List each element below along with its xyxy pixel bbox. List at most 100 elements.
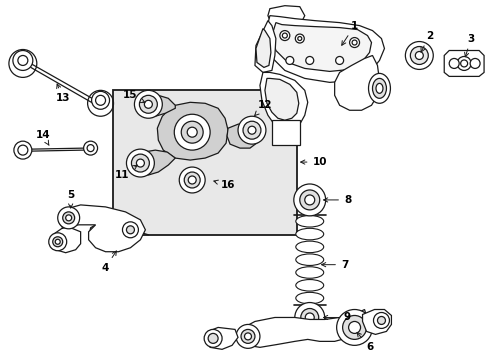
Circle shape bbox=[53, 237, 62, 247]
Circle shape bbox=[305, 57, 313, 64]
Circle shape bbox=[405, 41, 432, 69]
Circle shape bbox=[131, 154, 149, 172]
Polygon shape bbox=[334, 55, 379, 110]
Circle shape bbox=[58, 207, 80, 229]
Circle shape bbox=[342, 315, 366, 339]
Circle shape bbox=[279, 31, 289, 41]
Polygon shape bbox=[271, 23, 371, 71]
Circle shape bbox=[335, 57, 343, 64]
Circle shape bbox=[208, 333, 218, 343]
Polygon shape bbox=[264, 78, 298, 120]
Circle shape bbox=[373, 312, 388, 328]
Circle shape bbox=[49, 233, 66, 251]
Ellipse shape bbox=[295, 292, 323, 304]
Ellipse shape bbox=[375, 84, 382, 93]
Polygon shape bbox=[443, 50, 483, 76]
Circle shape bbox=[409, 46, 427, 64]
Polygon shape bbox=[362, 310, 390, 334]
Circle shape bbox=[236, 324, 260, 348]
Polygon shape bbox=[157, 102, 227, 160]
Ellipse shape bbox=[295, 216, 323, 227]
Circle shape bbox=[18, 145, 28, 155]
Circle shape bbox=[297, 37, 301, 41]
Circle shape bbox=[241, 329, 254, 343]
Circle shape bbox=[122, 222, 138, 238]
Text: 2: 2 bbox=[420, 31, 432, 52]
Circle shape bbox=[300, 309, 318, 327]
Circle shape bbox=[247, 126, 255, 134]
Circle shape bbox=[184, 172, 200, 188]
Polygon shape bbox=[65, 215, 138, 248]
Polygon shape bbox=[267, 6, 304, 28]
Circle shape bbox=[349, 37, 359, 48]
Circle shape bbox=[95, 95, 105, 105]
Circle shape bbox=[282, 33, 287, 38]
Polygon shape bbox=[235, 310, 367, 347]
Polygon shape bbox=[205, 328, 238, 349]
Text: 13: 13 bbox=[55, 84, 70, 103]
Circle shape bbox=[179, 167, 205, 193]
Circle shape bbox=[13, 50, 33, 71]
Circle shape bbox=[469, 58, 479, 68]
Text: 11: 11 bbox=[115, 165, 137, 180]
Circle shape bbox=[294, 302, 324, 332]
Ellipse shape bbox=[295, 280, 323, 291]
Circle shape bbox=[87, 145, 94, 152]
Polygon shape bbox=[255, 28, 270, 67]
Text: 5: 5 bbox=[67, 190, 74, 208]
Text: 7: 7 bbox=[321, 260, 347, 270]
Circle shape bbox=[280, 127, 290, 137]
Circle shape bbox=[126, 226, 134, 234]
Circle shape bbox=[134, 90, 162, 118]
Circle shape bbox=[336, 310, 372, 345]
Bar bbox=[271, 120, 299, 145]
Text: 1: 1 bbox=[341, 21, 358, 45]
Text: 15: 15 bbox=[123, 90, 144, 103]
Circle shape bbox=[144, 100, 152, 108]
Circle shape bbox=[55, 239, 60, 244]
Circle shape bbox=[139, 95, 157, 113]
Circle shape bbox=[351, 40, 356, 45]
Text: 16: 16 bbox=[213, 180, 235, 190]
Ellipse shape bbox=[295, 228, 323, 240]
Text: 8: 8 bbox=[323, 195, 350, 205]
Circle shape bbox=[295, 34, 304, 43]
Circle shape bbox=[187, 127, 197, 137]
Circle shape bbox=[460, 60, 467, 67]
Circle shape bbox=[174, 114, 210, 150]
Text: 9: 9 bbox=[323, 312, 349, 323]
Ellipse shape bbox=[295, 254, 323, 265]
Circle shape bbox=[299, 190, 319, 210]
Circle shape bbox=[238, 116, 265, 144]
Polygon shape bbox=[260, 72, 307, 130]
Polygon shape bbox=[143, 95, 175, 116]
Bar bbox=[112, 90, 296, 235]
Ellipse shape bbox=[295, 241, 323, 253]
Circle shape bbox=[91, 91, 109, 109]
Text: 6: 6 bbox=[356, 332, 372, 352]
Circle shape bbox=[285, 57, 293, 64]
Text: 14: 14 bbox=[36, 130, 50, 145]
Circle shape bbox=[62, 212, 75, 224]
Polygon shape bbox=[133, 150, 175, 175]
Text: 3: 3 bbox=[464, 33, 474, 57]
Circle shape bbox=[293, 184, 325, 216]
Circle shape bbox=[188, 176, 196, 184]
Circle shape bbox=[203, 329, 222, 347]
Circle shape bbox=[304, 195, 314, 205]
Circle shape bbox=[448, 58, 458, 68]
Circle shape bbox=[348, 321, 360, 333]
Ellipse shape bbox=[295, 267, 323, 278]
Text: 4: 4 bbox=[102, 251, 116, 273]
Circle shape bbox=[243, 121, 261, 139]
Ellipse shape bbox=[368, 73, 389, 103]
Circle shape bbox=[83, 141, 98, 155]
Circle shape bbox=[244, 333, 251, 340]
Circle shape bbox=[305, 313, 314, 322]
Polygon shape bbox=[264, 15, 384, 82]
Polygon shape bbox=[226, 122, 260, 148]
Polygon shape bbox=[51, 205, 145, 253]
Polygon shape bbox=[254, 21, 275, 72]
Text: 12: 12 bbox=[254, 100, 272, 116]
Circle shape bbox=[456, 57, 470, 71]
